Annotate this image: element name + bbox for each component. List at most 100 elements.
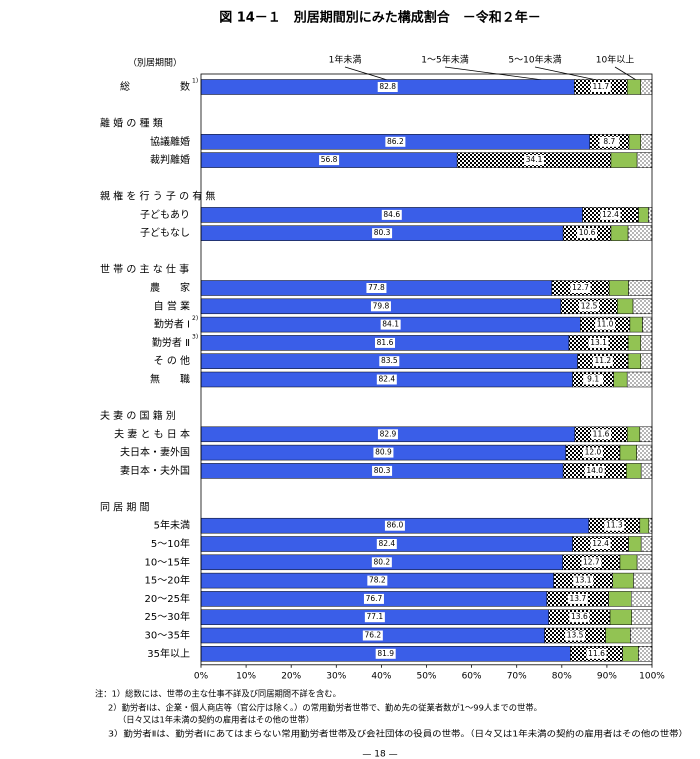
value-label-bg xyxy=(573,575,594,586)
value-label-bg xyxy=(600,209,621,220)
value-label-bg xyxy=(582,447,603,458)
bar-segment xyxy=(617,298,634,315)
note-ref: 1) xyxy=(192,78,198,85)
value-label: 12.7 xyxy=(572,283,589,292)
bar-segment xyxy=(640,536,653,552)
value-label: 76.7 xyxy=(366,594,383,603)
category-label: 20～25年 xyxy=(145,592,190,605)
value-label: 80.3 xyxy=(374,466,391,475)
value-label: 79.8 xyxy=(373,301,390,310)
value-label: 78.2 xyxy=(369,576,386,585)
value-label: 14.0 xyxy=(586,466,603,475)
category-label: 夫日本・妻外国 xyxy=(120,446,190,459)
value-label: 8.7 xyxy=(603,137,615,146)
bar-segment xyxy=(619,554,638,571)
value-label-bg xyxy=(583,374,604,385)
value-label: 80.2 xyxy=(373,557,390,566)
value-label: 82.4 xyxy=(378,539,395,548)
category-label: 裁判離婚 xyxy=(150,153,190,166)
value-label-bg xyxy=(366,283,387,293)
category-label: 無 職 xyxy=(150,373,190,386)
value-label-bg xyxy=(581,557,602,568)
value-label: 11.6 xyxy=(593,429,610,438)
bar-segment xyxy=(632,298,653,315)
note-ref: 3) xyxy=(192,333,198,340)
value-label-bg xyxy=(363,593,384,604)
value-label-bg xyxy=(373,447,394,458)
value-label-bg xyxy=(370,301,391,312)
value-label-bg xyxy=(362,630,383,641)
footnote: 注：1）総数には、世帯の主な仕事不詳及び同居期間不詳を含む。 xyxy=(95,689,341,699)
value-label-bg xyxy=(381,209,402,220)
bar-segment xyxy=(626,463,642,479)
bar-segment xyxy=(640,134,653,150)
category-label: 5～10年 xyxy=(151,537,190,550)
value-label-bg xyxy=(592,356,613,367)
value-label-bg xyxy=(372,465,393,476)
value-label-bg xyxy=(577,228,598,239)
category-label: 子どもあり xyxy=(140,209,190,221)
bar-segment xyxy=(636,444,653,461)
category-label: 妻日本・夫外国 xyxy=(120,464,190,477)
value-label: 11.3 xyxy=(606,521,623,530)
x-tick-label: 90% xyxy=(597,671,617,681)
group-title: 夫 妻 の 国 籍 別 xyxy=(100,409,176,422)
bar-segment xyxy=(639,426,653,443)
value-label-bg xyxy=(579,301,600,312)
bar-segment xyxy=(627,353,641,369)
bar-segment xyxy=(622,646,639,662)
category-label: そ の 他 xyxy=(154,354,190,367)
value-label-bg xyxy=(319,155,340,166)
axis-label: （別居期間） xyxy=(128,58,182,69)
value-label: 34.1 xyxy=(526,155,543,164)
value-label: 12.4 xyxy=(602,210,619,219)
bar-segment xyxy=(619,444,637,461)
value-label: 11.2 xyxy=(594,356,611,365)
legend-label: 10年以上 xyxy=(596,54,634,66)
group-title: 離 婚 の 種 類 xyxy=(100,117,163,130)
value-label-bg xyxy=(364,612,385,623)
value-label-bg xyxy=(372,228,393,239)
value-label-bg xyxy=(565,630,586,641)
value-label: 86.2 xyxy=(387,137,404,146)
value-label: 11.6 xyxy=(588,649,605,658)
value-label-bg xyxy=(588,337,609,348)
bar-segment xyxy=(636,152,653,168)
value-label: 80.9 xyxy=(375,448,392,457)
bar-segment xyxy=(633,572,653,589)
category-label: 5年未満 xyxy=(154,519,190,532)
value-label-bg xyxy=(590,539,611,549)
bar-segment xyxy=(608,280,629,296)
x-tick-label: 50% xyxy=(416,671,436,681)
value-label: 13.6 xyxy=(571,612,588,621)
footnote: 3）勤労者Ⅱは、勤労者Ⅰにあてはまらない常用勤労者世帯及び会社団体の役員の世帯。… xyxy=(108,729,688,739)
value-label-bg xyxy=(377,429,398,440)
bar-segment xyxy=(648,207,653,223)
value-label-bg xyxy=(570,283,591,293)
bar-segment xyxy=(605,627,631,644)
x-tick-label: 30% xyxy=(326,671,346,681)
bar-segment xyxy=(639,517,650,534)
bar-segment xyxy=(627,225,653,241)
value-label: 80.3 xyxy=(374,228,391,237)
value-label: 11.0 xyxy=(597,320,614,329)
legend-label: 5～10年未満 xyxy=(508,54,561,66)
category-label: 夫 妻 と も 日 本 xyxy=(114,427,190,440)
bar-segment xyxy=(610,152,638,168)
x-tick-label: 10% xyxy=(236,671,256,681)
bar-segment xyxy=(626,426,641,443)
value-label: 82.9 xyxy=(380,429,397,438)
category-label: 15～20年 xyxy=(145,574,190,587)
bar-segment xyxy=(631,591,653,607)
bar-segment xyxy=(638,207,649,223)
bar-segment xyxy=(608,591,632,607)
value-label-bg xyxy=(367,575,388,586)
value-label: 56.8 xyxy=(321,155,338,164)
value-label-bg xyxy=(379,356,400,367)
bar-segment xyxy=(610,225,629,241)
x-tick-label: 40% xyxy=(371,671,391,681)
value-label: 76.2 xyxy=(364,631,381,640)
value-label: 86.0 xyxy=(387,521,404,530)
value-label-bg xyxy=(375,648,396,659)
